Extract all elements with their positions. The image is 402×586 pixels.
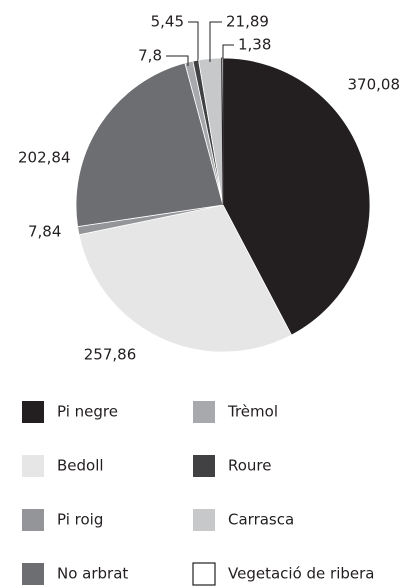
pie-slice	[75, 62, 224, 228]
leader-line	[222, 44, 234, 58]
legend-swatch	[22, 401, 44, 423]
legend-label: Vegetació de ribera	[228, 565, 374, 583]
legend-swatch	[193, 455, 215, 477]
legend-swatch	[193, 401, 215, 423]
data-label: 257,86	[84, 346, 137, 364]
data-label: 1,38	[238, 36, 271, 54]
data-label: 202,84	[18, 149, 71, 167]
legend-label: Bedoll	[57, 457, 104, 475]
data-label: 21,89	[226, 13, 269, 31]
legend-label: No arbrat	[57, 565, 128, 583]
legend-swatch	[22, 455, 44, 477]
legend-swatch	[193, 509, 215, 531]
pie-slice	[222, 57, 371, 336]
legend-label: Pi roig	[57, 511, 103, 529]
legend-label: Roure	[228, 457, 272, 475]
pie-slice	[78, 204, 293, 353]
data-label: 370,08	[348, 76, 401, 94]
legend-label: Carrasca	[228, 511, 294, 529]
legend-label: Pi negre	[57, 403, 118, 421]
legend-swatch	[22, 563, 44, 585]
leader-line	[209, 21, 222, 62]
legend-label: Trèmol	[227, 403, 278, 421]
leader-line	[166, 55, 189, 66]
legend-swatch	[22, 509, 44, 531]
data-label: 7,8	[138, 47, 162, 65]
data-label: 5,45	[151, 13, 184, 31]
data-label: 7,84	[28, 223, 61, 241]
leader-line	[188, 21, 199, 62]
legend-swatch	[192, 562, 216, 586]
